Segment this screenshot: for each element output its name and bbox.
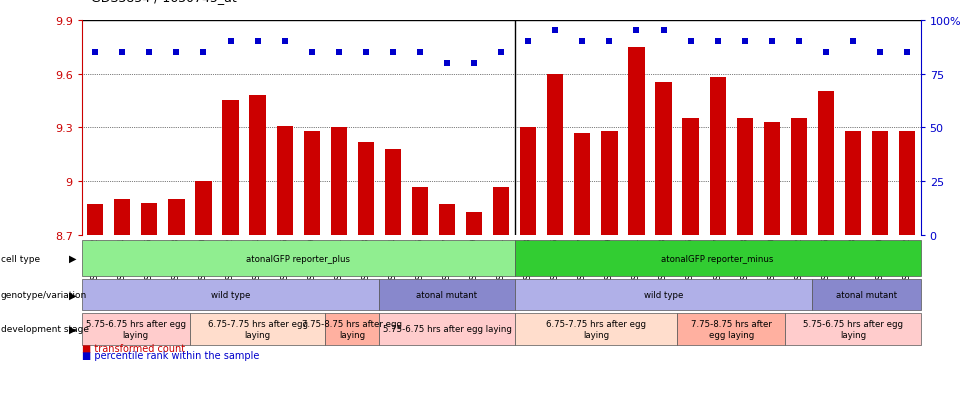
Bar xyxy=(87,205,104,235)
Text: genotype/variation: genotype/variation xyxy=(1,290,87,299)
Bar xyxy=(304,132,320,235)
Text: ■ percentile rank within the sample: ■ percentile rank within the sample xyxy=(82,350,259,360)
Bar xyxy=(655,83,672,235)
Text: ▶: ▶ xyxy=(69,254,77,263)
Bar xyxy=(493,187,509,235)
Bar xyxy=(357,142,374,235)
Text: 6.75-7.75 hrs after egg
laying: 6.75-7.75 hrs after egg laying xyxy=(546,320,646,339)
Bar xyxy=(872,132,888,235)
Bar xyxy=(818,92,834,235)
Text: 5.75-6.75 hrs after egg
laying: 5.75-6.75 hrs after egg laying xyxy=(803,320,903,339)
Text: 7.75-8.75 hrs after
egg laying: 7.75-8.75 hrs after egg laying xyxy=(691,320,772,339)
Text: atonal mutant: atonal mutant xyxy=(836,290,897,299)
Bar xyxy=(602,132,618,235)
Text: atonal mutant: atonal mutant xyxy=(416,290,478,299)
Bar xyxy=(575,133,590,235)
Text: development stage: development stage xyxy=(1,325,89,334)
Text: wild type: wild type xyxy=(210,290,250,299)
Text: 7.75-8.75 hrs after egg
laying: 7.75-8.75 hrs after egg laying xyxy=(303,320,403,339)
Text: 5.75-6.75 hrs after egg
laying: 5.75-6.75 hrs after egg laying xyxy=(86,320,185,339)
Bar xyxy=(168,199,185,235)
Bar xyxy=(520,128,536,235)
Bar xyxy=(764,123,780,235)
Bar xyxy=(628,47,645,235)
Text: cell type: cell type xyxy=(1,254,40,263)
Text: atonalGFP reporter_plus: atonalGFP reporter_plus xyxy=(246,254,350,263)
Bar xyxy=(114,199,131,235)
Text: ▶: ▶ xyxy=(69,290,77,300)
Text: wild type: wild type xyxy=(644,290,683,299)
Bar xyxy=(222,101,238,235)
Text: atonalGFP reporter_minus: atonalGFP reporter_minus xyxy=(661,254,774,263)
Bar xyxy=(439,205,456,235)
Text: 5.75-6.75 hrs after egg laying: 5.75-6.75 hrs after egg laying xyxy=(382,325,511,334)
Text: ■ transformed count: ■ transformed count xyxy=(82,344,185,354)
Bar xyxy=(466,212,482,235)
Bar xyxy=(709,78,726,235)
Text: GDS3854 / 1630745_at: GDS3854 / 1630745_at xyxy=(91,0,237,4)
Text: ▶: ▶ xyxy=(69,324,77,334)
Bar xyxy=(547,74,563,235)
Bar xyxy=(412,187,428,235)
Bar xyxy=(384,150,401,235)
Bar xyxy=(737,119,752,235)
Bar xyxy=(331,128,347,235)
Bar xyxy=(899,132,915,235)
Bar xyxy=(682,119,699,235)
Bar xyxy=(195,182,211,235)
Bar xyxy=(845,132,861,235)
Bar xyxy=(277,126,293,235)
Bar xyxy=(141,203,158,235)
Bar xyxy=(250,96,265,235)
Text: 6.75-7.75 hrs after egg
laying: 6.75-7.75 hrs after egg laying xyxy=(208,320,308,339)
Bar xyxy=(791,119,807,235)
